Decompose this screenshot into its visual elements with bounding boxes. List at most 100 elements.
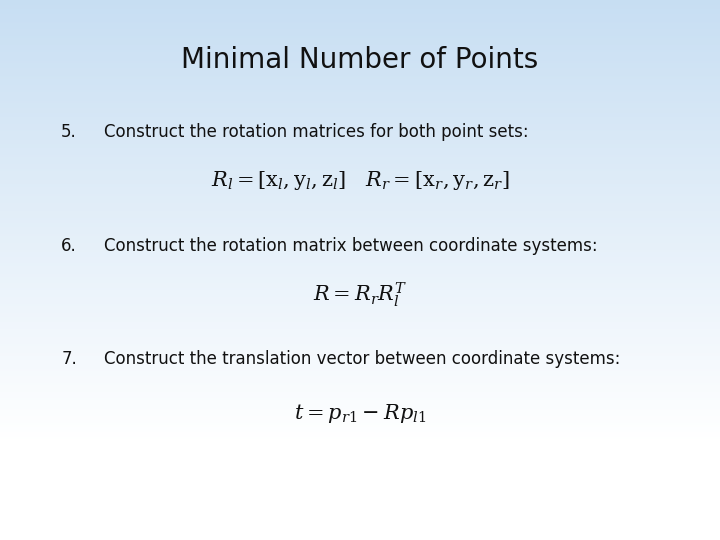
- Bar: [0, 201, 720, 204]
- Bar: [0, 90, 720, 92]
- Bar: [0, 220, 720, 221]
- Bar: [0, 367, 720, 369]
- Bar: [0, 427, 720, 428]
- Bar: [0, 454, 720, 455]
- Bar: [0, 329, 720, 331]
- Text: 5.: 5.: [61, 123, 77, 141]
- Bar: [0, 16, 720, 18]
- Bar: [0, 340, 720, 342]
- Bar: [0, 535, 720, 536]
- Bar: [0, 77, 720, 79]
- Bar: [0, 290, 720, 292]
- Bar: [0, 434, 720, 436]
- Bar: [0, 254, 720, 255]
- Bar: [0, 459, 720, 461]
- Bar: [0, 461, 720, 463]
- Bar: [0, 200, 720, 201]
- Bar: [0, 104, 720, 106]
- Bar: [0, 501, 720, 502]
- Bar: [0, 113, 720, 115]
- Bar: [0, 258, 720, 259]
- Bar: [0, 436, 720, 437]
- Bar: [0, 266, 720, 268]
- Bar: [0, 18, 720, 20]
- Bar: [0, 245, 720, 247]
- Bar: [0, 313, 720, 315]
- Bar: [0, 22, 720, 23]
- Bar: [0, 536, 720, 538]
- Bar: [0, 279, 720, 281]
- Bar: [0, 342, 720, 344]
- Bar: [0, 275, 720, 277]
- Bar: [0, 508, 720, 509]
- Bar: [0, 509, 720, 511]
- Bar: [0, 158, 720, 160]
- Bar: [0, 126, 720, 128]
- Bar: [0, 430, 720, 432]
- Bar: [0, 421, 720, 423]
- Bar: [0, 135, 720, 137]
- Bar: [0, 83, 720, 85]
- Bar: [0, 108, 720, 110]
- Bar: [0, 231, 720, 232]
- Bar: [0, 376, 720, 378]
- Bar: [0, 241, 720, 243]
- Bar: [0, 486, 720, 488]
- Bar: [0, 81, 720, 83]
- Bar: [0, 270, 720, 272]
- Bar: [0, 495, 720, 497]
- Bar: [0, 479, 720, 481]
- Bar: [0, 414, 720, 416]
- Bar: [0, 373, 720, 374]
- Bar: [0, 191, 720, 193]
- Bar: [0, 301, 720, 302]
- Bar: [0, 47, 720, 49]
- Bar: [0, 69, 720, 70]
- Bar: [0, 382, 720, 383]
- Bar: [0, 167, 720, 169]
- Bar: [0, 385, 720, 387]
- Bar: [0, 171, 720, 173]
- Bar: [0, 378, 720, 380]
- Bar: [0, 490, 720, 491]
- Bar: [0, 515, 720, 517]
- Bar: [0, 93, 720, 96]
- Bar: [0, 268, 720, 270]
- Bar: [0, 387, 720, 389]
- Bar: [0, 463, 720, 464]
- Bar: [0, 351, 720, 353]
- Bar: [0, 32, 720, 34]
- Bar: [0, 12, 720, 15]
- Bar: [0, 31, 720, 32]
- Bar: [0, 437, 720, 439]
- Bar: [0, 99, 720, 101]
- Bar: [0, 308, 720, 309]
- Bar: [0, 274, 720, 275]
- Bar: [0, 61, 720, 63]
- Bar: [0, 20, 720, 22]
- Bar: [0, 23, 720, 25]
- Bar: [0, 441, 720, 443]
- Bar: [0, 221, 720, 223]
- Bar: [0, 76, 720, 77]
- Bar: [0, 518, 720, 520]
- Bar: [0, 423, 720, 425]
- Bar: [0, 407, 720, 409]
- Bar: [0, 417, 720, 420]
- Bar: [0, 320, 720, 322]
- Bar: [0, 214, 720, 216]
- Bar: [0, 59, 720, 61]
- Bar: [0, 250, 720, 252]
- Bar: [0, 360, 720, 362]
- Bar: [0, 312, 720, 313]
- Bar: [0, 331, 720, 333]
- Bar: [0, 198, 720, 200]
- Bar: [0, 34, 720, 36]
- Bar: [0, 120, 720, 123]
- Bar: [0, 72, 720, 74]
- Bar: [0, 232, 720, 234]
- Bar: [0, 216, 720, 218]
- Bar: [0, 49, 720, 50]
- Bar: [0, 204, 720, 205]
- Bar: [0, 164, 720, 166]
